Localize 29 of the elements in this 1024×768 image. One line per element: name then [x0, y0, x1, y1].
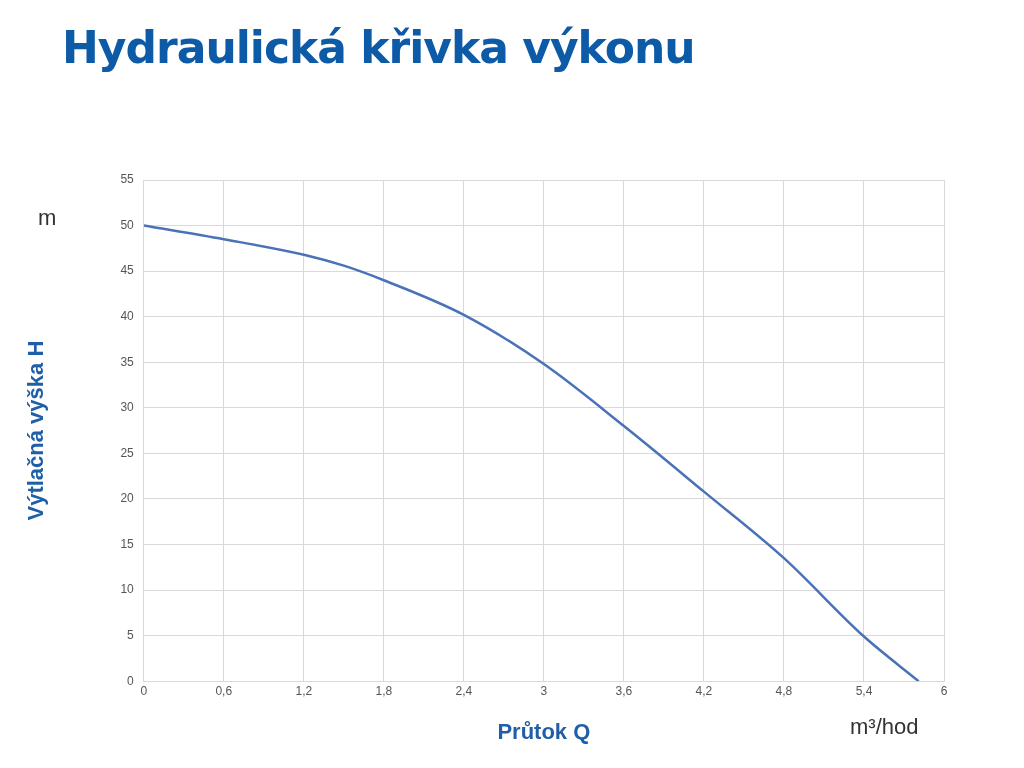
x-axis-title: Průtok Q: [497, 718, 591, 744]
x-tick-label: 6: [940, 683, 948, 698]
x-tick-label: 4,8: [775, 683, 793, 698]
y-tick-label: 0: [127, 673, 135, 688]
x-tick-label: 3: [540, 683, 548, 698]
x-tick-label: 4,2: [695, 683, 713, 698]
y-tick-label: 45: [120, 263, 135, 278]
y-tick-label: 5: [127, 627, 135, 642]
x-tick-label: 2,4: [455, 683, 473, 698]
line-series: [143, 224, 920, 682]
chart-title: Hydraulická křivka výkonu: [62, 22, 695, 73]
x-tick-label: 5,4: [855, 683, 873, 698]
x-tick-label: 0,6: [215, 683, 233, 698]
x-tick-label: 0: [140, 683, 148, 698]
x-tick-label: 1,8: [375, 683, 393, 698]
x-tick-label: 1,2: [295, 683, 313, 698]
y-tick-label: 10: [120, 582, 135, 597]
y-tick-label: 15: [120, 536, 135, 551]
y-tick-label: 25: [120, 445, 135, 460]
y-tick-label: 40: [120, 309, 135, 323]
y-tick-label: 55: [120, 172, 135, 187]
text: m³/hod: [850, 714, 919, 740]
y-tick-label: 30: [120, 400, 135, 415]
x-tick-label: 3,6: [615, 683, 633, 698]
y-tick-label: 50: [120, 217, 135, 232]
y-axis-title: Výtlačná výška H: [23, 340, 49, 521]
text: m: [38, 205, 57, 231]
y-tick-label: 35: [120, 354, 135, 369]
y-tick-label: 20: [120, 491, 135, 506]
